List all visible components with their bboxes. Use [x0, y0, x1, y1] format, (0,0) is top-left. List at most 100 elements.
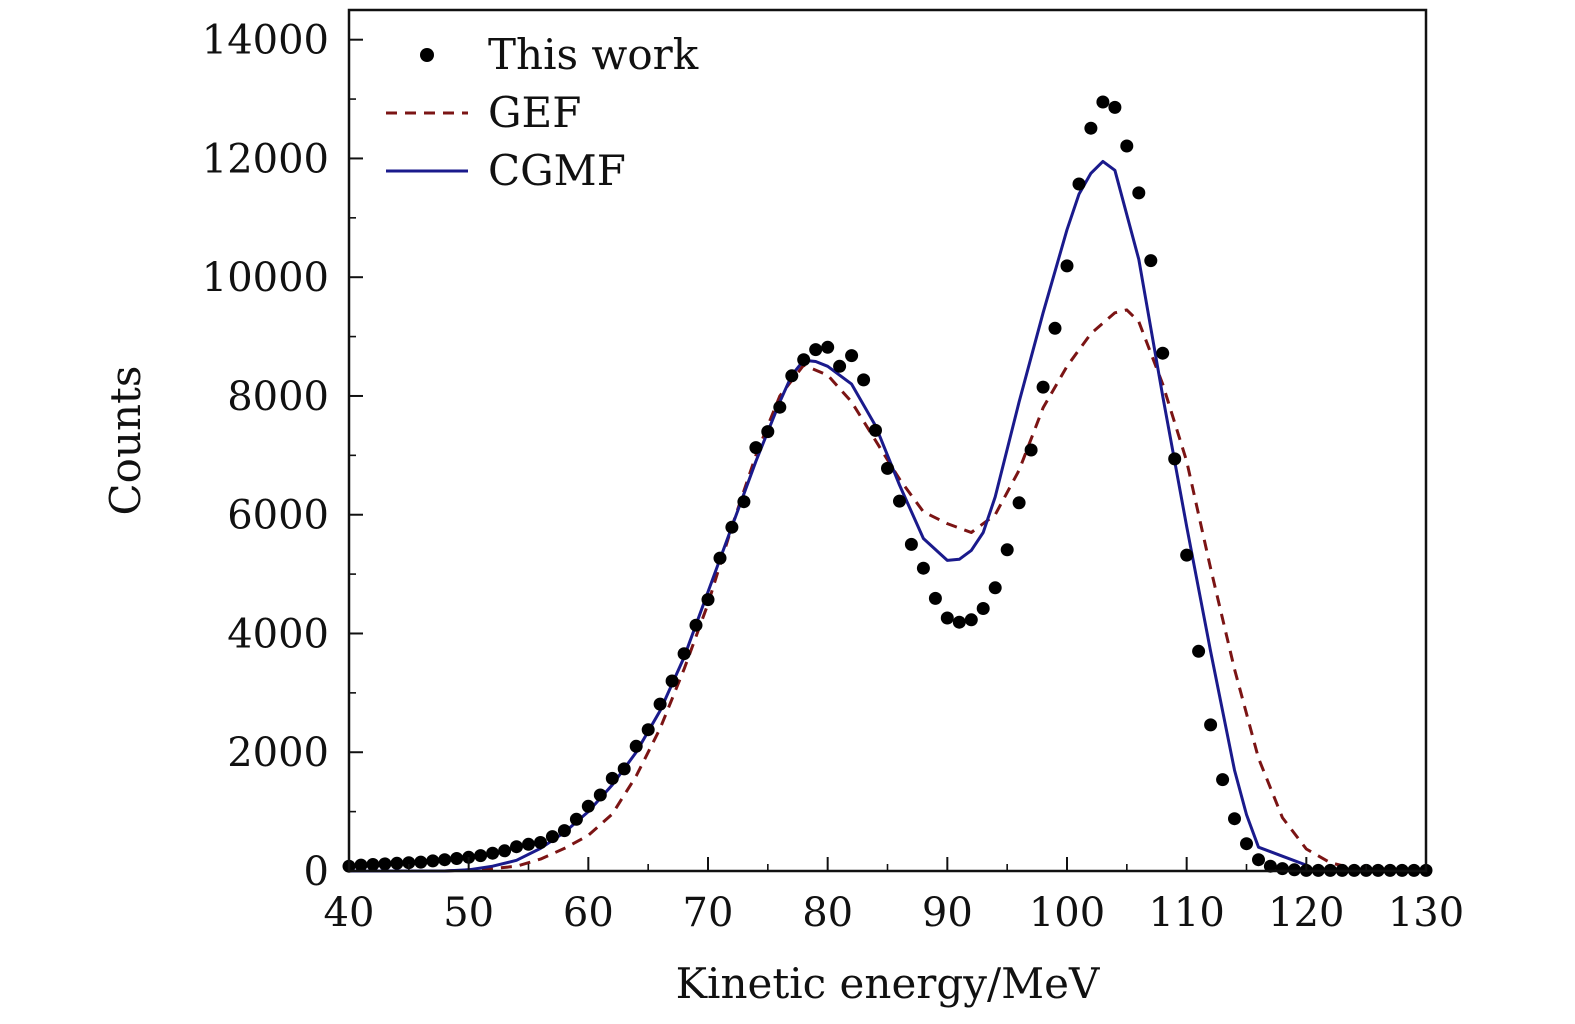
legend-item-cgmf: CGMF	[386, 146, 626, 195]
data-point	[964, 613, 978, 627]
data-point	[737, 495, 751, 509]
y-tick-label: 10000	[202, 255, 329, 301]
data-point	[569, 812, 583, 826]
data-point	[1000, 543, 1014, 557]
legend-item-gef: GEF	[386, 88, 581, 137]
data-point	[545, 830, 559, 844]
data-point	[988, 581, 1002, 595]
x-tick-label: 70	[683, 890, 734, 936]
data-point	[629, 739, 643, 753]
series-points-this-work	[342, 95, 1433, 877]
x-tick-label: 40	[324, 890, 375, 936]
series-layer	[342, 95, 1433, 877]
data-point	[928, 591, 942, 605]
data-point	[486, 846, 500, 860]
plot-frame	[347, 8, 1428, 873]
data-point	[677, 647, 691, 661]
data-point	[1228, 812, 1241, 826]
data-point	[773, 400, 787, 414]
data-point	[641, 723, 655, 737]
data-point	[761, 425, 775, 439]
x-tick-label: 130	[1388, 890, 1464, 936]
data-point	[1084, 121, 1098, 135]
data-point	[378, 857, 392, 871]
data-point	[1168, 452, 1182, 466]
data-point	[1036, 380, 1050, 394]
data-point	[904, 537, 918, 551]
data-point	[474, 849, 488, 863]
data-point	[893, 494, 906, 508]
x-tick-label: 60	[563, 890, 614, 936]
data-point	[605, 771, 619, 785]
data-point	[952, 615, 966, 629]
y-tick-label: 6000	[227, 493, 329, 539]
x-tick-label: 80	[802, 890, 853, 936]
data-point	[1144, 254, 1158, 268]
data-point	[366, 858, 380, 871]
data-point	[653, 697, 667, 711]
data-point	[976, 602, 990, 615]
data-point	[557, 824, 571, 838]
data-point	[1252, 853, 1265, 867]
y-tick-label: 12000	[202, 136, 329, 182]
data-point	[390, 856, 404, 870]
data-point	[725, 520, 739, 534]
data-point	[857, 373, 871, 387]
data-point	[1108, 100, 1122, 114]
data-point	[1012, 496, 1026, 510]
data-point	[1192, 644, 1206, 658]
data-point	[713, 551, 727, 565]
data-point	[1263, 859, 1277, 873]
legend-label: CGMF	[488, 146, 626, 195]
data-point	[749, 441, 763, 455]
legend-label: GEF	[488, 88, 581, 137]
data-point	[1275, 862, 1289, 876]
data-point	[821, 340, 835, 354]
chart-legend: This work GEF CGMF	[386, 30, 699, 195]
x-tick-label: 100	[1029, 890, 1105, 936]
data-point	[1072, 177, 1086, 191]
data-point	[1120, 139, 1134, 153]
data-point	[1156, 346, 1170, 360]
x-tick-label: 50	[443, 890, 494, 936]
data-point	[1204, 718, 1218, 732]
data-point	[1096, 95, 1110, 109]
data-point	[1216, 773, 1230, 787]
data-point	[797, 353, 811, 367]
data-point	[701, 593, 715, 607]
data-point	[785, 369, 799, 383]
x-tick-label: 110	[1148, 890, 1224, 936]
x-axis-title: Kinetic energy/MeV	[676, 959, 1100, 1008]
y-axis-title: Counts	[101, 366, 150, 516]
data-point	[1024, 443, 1038, 457]
data-point	[414, 855, 428, 869]
legend-marker	[420, 48, 434, 62]
data-point	[940, 611, 954, 625]
data-point	[809, 343, 823, 357]
data-point	[438, 853, 452, 867]
axes-layer: 40 50 60 70 80 90 100 110 120 130 0 2000 4000 6000 800…	[202, 8, 1464, 936]
data-point	[498, 844, 512, 858]
data-point	[354, 858, 368, 872]
data-point	[1180, 548, 1194, 562]
y-tick-label: 0	[304, 849, 329, 895]
data-point	[689, 618, 703, 632]
data-point	[833, 359, 847, 373]
data-point	[665, 674, 679, 688]
legend-label: This work	[488, 30, 699, 79]
data-point	[426, 854, 440, 868]
y-tick-label: 4000	[227, 611, 329, 657]
data-point	[450, 852, 464, 865]
data-point	[1060, 259, 1074, 273]
data-point	[916, 561, 930, 575]
y-tick-label: 2000	[227, 730, 329, 776]
series-line-cgmf	[349, 159, 1307, 873]
data-point	[869, 423, 882, 437]
data-point	[510, 840, 523, 854]
data-point	[522, 837, 535, 851]
data-point	[593, 788, 607, 802]
y-tick-label: 14000	[202, 18, 329, 64]
data-point	[845, 349, 859, 363]
y-tick-label: 8000	[227, 374, 329, 420]
